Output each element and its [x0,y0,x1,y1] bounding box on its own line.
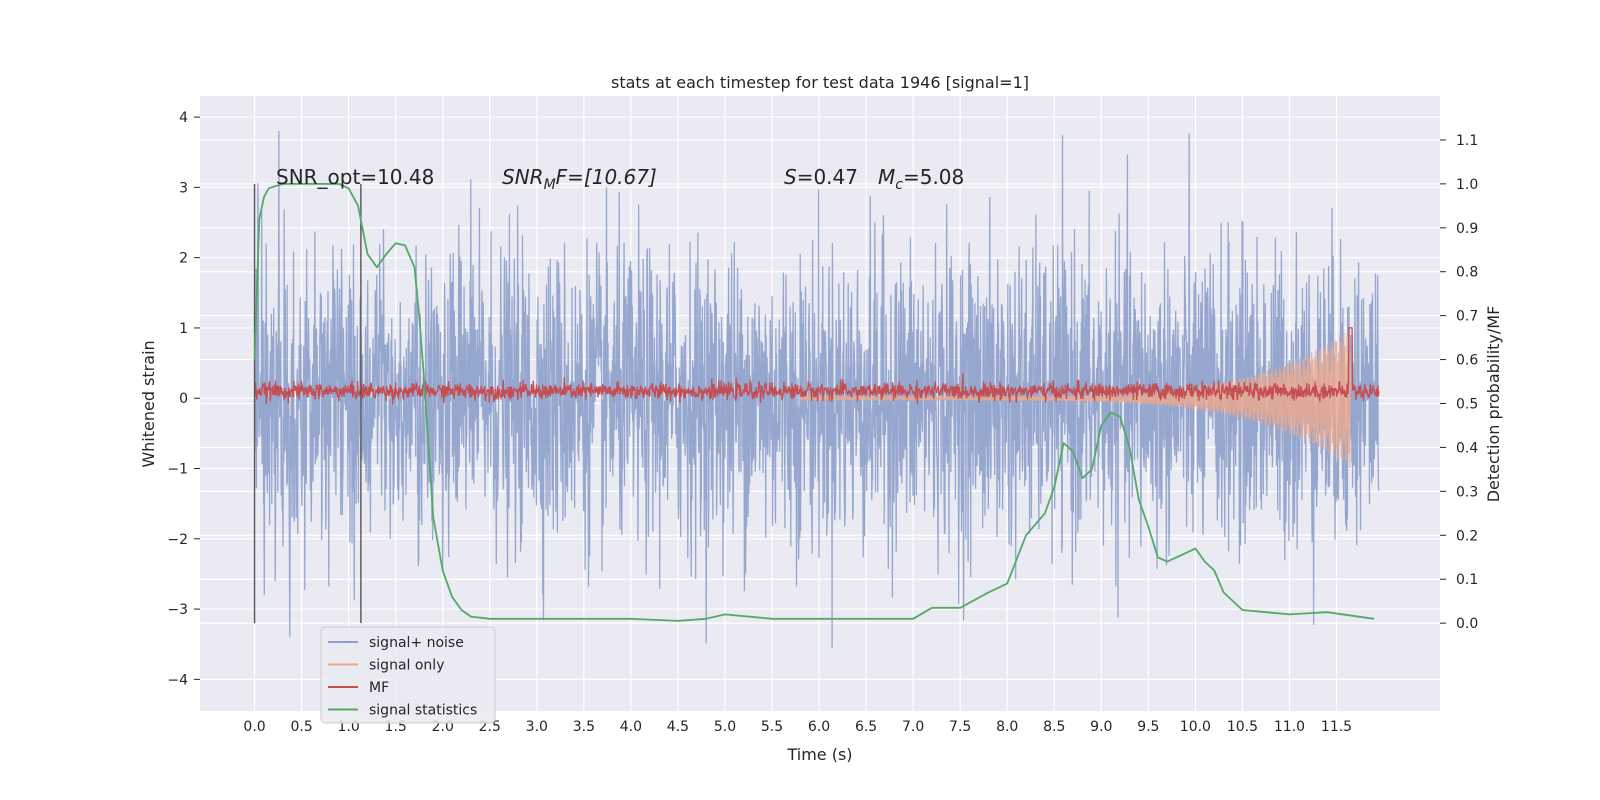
y-right-tick-label: 0.5 [1456,397,1478,413]
y-right-tick-label: 0.7 [1456,309,1478,325]
annotation-s: S=0.47 [784,165,858,189]
x-tick-label: 5.5 [761,719,783,735]
x-tick-label: 10.0 [1180,719,1211,735]
y-tick-label: 1 [179,321,188,337]
y-right-tick-label: 0.3 [1456,484,1478,500]
x-tick-label: 11.0 [1274,719,1305,735]
annotation-snr-mf-subscript: M [544,177,556,193]
annotation-snr-mf-symbol: SNR [502,165,544,189]
y-tick-label: 4 [179,110,188,126]
legend-entry: signal only [369,658,444,674]
x-tick-label: 0.0 [243,719,265,735]
x-tick-label: 5.0 [714,719,736,735]
annotation-s-symbol: S [784,165,797,189]
y-tick-label: −4 [167,672,188,688]
series-mf-line [253,327,1380,405]
x-tick-label: 3.0 [526,719,548,735]
annotation-snr-mf-value: F=[10.67] [556,165,657,189]
chart-title: stats at each timestep for test data 194… [611,73,1029,92]
legend-box [320,626,496,724]
x-tick-label: 6.5 [855,719,877,735]
y-tick-label: 3 [179,180,188,196]
x-tick-label: 7.5 [949,719,971,735]
legend: signal+ noise signal only MF signal statist… [320,626,496,724]
x-tick-label: 10.5 [1227,719,1258,735]
annotation-s-value: =0.47 [797,165,858,189]
legend-entry: MF [369,680,389,696]
x-tick-label: 0.5 [290,719,312,735]
y-right-tick-label: 0.4 [1456,440,1478,456]
y-tick-label: −3 [167,602,188,618]
y-right-tick-label: 1.1 [1456,133,1478,149]
annotation-snr-mf: SNRMF=[10.67] [502,165,657,193]
x-tick-label: 6.0 [808,719,830,735]
y-tick-label: 2 [179,251,188,267]
y-axis-label: Whitened strain [139,340,158,467]
y-right-tick-label: 0.1 [1456,572,1478,588]
y-right-tick-label: 0.0 [1456,616,1478,632]
y-right-tick-label: 0.6 [1456,353,1478,369]
annotation-mc-symbol: M [878,165,895,189]
x-tick-label: 8.5 [1043,719,1065,735]
annotation-snr-opt: SNR_opt=10.48 [276,165,434,189]
x-tick-label: 4.0 [620,719,642,735]
x-axis-label: Time (s) [786,745,852,764]
x-tick-label: 9.0 [1090,719,1112,735]
series-signal-statistics-line [253,183,1375,622]
y-right-tick-label: 0.9 [1456,221,1478,237]
annotation-mc-subscript: c [895,177,903,193]
x-tick-label: 11.5 [1321,719,1352,735]
legend-entry: signal+ noise [369,635,464,651]
y-axis-right-label: Detection probability/MF [1484,306,1503,503]
y-tick-label: −2 [167,532,188,548]
series-signal-noise-line [253,130,1380,648]
y-right-tick-label: 1.0 [1456,177,1478,193]
tick-labels: 0.0 0.5 1.0 1.5 2.0 2.5 3.0 3.5 4.0 4.5 5.0 5.5 6.0 6… [167,110,1478,735]
annotation-mc: Mc=5.08 [878,165,964,193]
legend-items: signal+ noise signal only MF signal statist… [328,635,477,719]
x-tick-label: 3.5 [573,719,595,735]
y-right-tick-label: 0.2 [1456,528,1478,544]
data-layer [253,130,1380,648]
y-tick-label: 0 [179,391,188,407]
y-tick-label: −1 [167,462,188,478]
y-right-tick-label: 0.8 [1456,265,1478,281]
x-tick-label: 9.5 [1137,719,1159,735]
x-tick-label: 7.0 [902,719,924,735]
x-tick-label: 8.0 [996,719,1018,735]
legend-entry: signal statistics [369,703,477,719]
annotation-mc-value: =5.08 [903,165,964,189]
x-tick-label: 4.5 [667,719,689,735]
